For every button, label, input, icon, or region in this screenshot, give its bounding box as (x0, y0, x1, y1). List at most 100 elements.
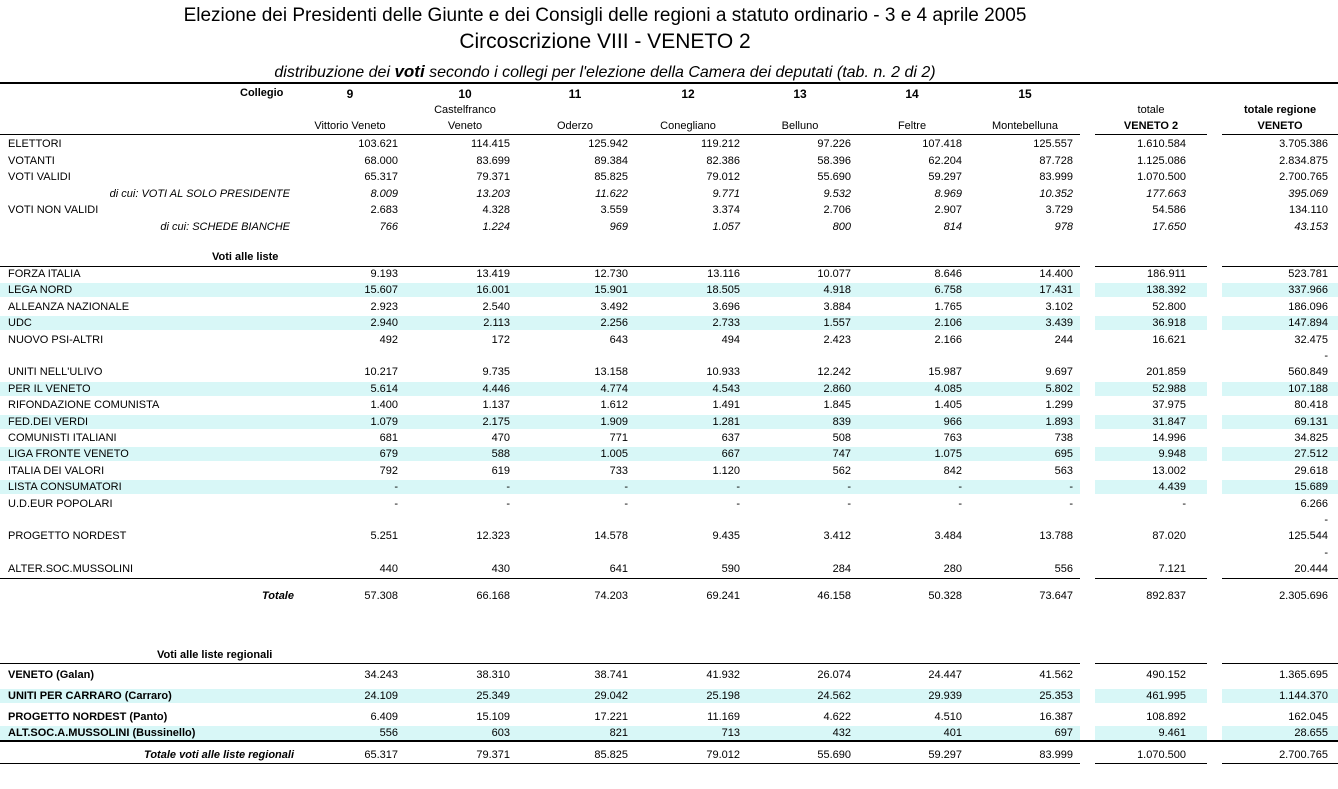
row-value: 1.299 (1045, 399, 1073, 411)
row-highlight (1222, 382, 1338, 396)
collegio-number: 14 (905, 87, 919, 101)
row-region-total: 337.966 (1288, 284, 1328, 296)
row-value: 969 (609, 221, 628, 233)
row-value: 695 (1054, 448, 1073, 460)
row-value: - (394, 481, 398, 493)
row-value: 4.085 (934, 383, 962, 395)
collegio-number: 13 (793, 87, 807, 101)
table-row: UDC 2.940 2.113 2.256 2.733 1.557 2.106 3.439 36… (0, 316, 1338, 330)
row-value: - (736, 481, 740, 493)
row-region-total: 560.849 (1288, 366, 1328, 378)
row-value: 1.491 (712, 399, 740, 411)
row-region-total: 523.781 (1288, 268, 1328, 280)
row-region-total: 15.689 (1294, 481, 1328, 493)
row-value: 440 (379, 563, 398, 575)
row-value: 4.328 (482, 204, 510, 216)
row-value: 3.374 (712, 204, 740, 216)
row-label: ELETTORI (8, 138, 62, 150)
row-value: 4.774 (600, 383, 628, 395)
row-value: 57.308 (364, 590, 398, 602)
row-total: 1.070.500 (1137, 171, 1186, 183)
row-value: 83.699 (476, 155, 510, 167)
row-region-total: 28.655 (1294, 727, 1328, 739)
row-highlight (0, 480, 1080, 494)
row-label: NUOVO PSI-ALTRI (8, 334, 104, 346)
collegio-number: 9 (346, 87, 354, 101)
row-value: 83.999 (1039, 171, 1073, 183)
row-value: - (394, 498, 398, 510)
row-region-total: 69.131 (1294, 416, 1328, 428)
row-value: 2.106 (934, 317, 962, 329)
row-value: 747 (832, 448, 851, 460)
row-value: 16.387 (1039, 711, 1073, 723)
row-value: 14.400 (1039, 268, 1073, 280)
row-label: ALTER.SOC.MUSSOLINI (8, 563, 134, 575)
row-value: 41.932 (706, 669, 740, 681)
row-total: 892.837 (1146, 590, 1186, 602)
total-rule (0, 740, 1338, 742)
row-value: 17.221 (594, 711, 628, 723)
row-value: 8.646 (934, 268, 962, 280)
row-highlight (1095, 283, 1207, 297)
row-value: - (736, 498, 740, 510)
row-value: 1.079 (370, 416, 398, 428)
total-rule (1222, 578, 1338, 579)
row-value: 9.435 (712, 530, 740, 542)
header-top-rule (0, 82, 1338, 84)
row-value: 79.371 (476, 749, 510, 761)
row-value: 1.612 (600, 399, 628, 411)
row-region-total: 2.700.765 (1279, 171, 1328, 183)
row-value: 2.706 (823, 204, 851, 216)
collegio-name-line1: Castelfranco (434, 104, 496, 116)
row-label: Totale (262, 590, 294, 602)
row-highlight (0, 415, 1080, 429)
row-value: - (624, 498, 628, 510)
row-highlight (1095, 447, 1207, 461)
row-label: VOTI VALIDI (8, 171, 71, 183)
row-region-total: 1.365.695 (1279, 669, 1328, 681)
row-value: 641 (609, 563, 628, 575)
row-region-total: 3.705.386 (1279, 138, 1328, 150)
row-value: 3.559 (600, 204, 628, 216)
row-label: VOTANTI (8, 155, 55, 167)
row-value: 839 (832, 416, 851, 428)
row-value: 2.733 (712, 317, 740, 329)
row-value: 2.166 (934, 334, 962, 346)
row-value: 55.690 (817, 749, 851, 761)
row-value: 1.405 (934, 399, 962, 411)
row-value: 79.371 (476, 171, 510, 183)
row-value: 1.557 (823, 317, 851, 329)
section-rule (1095, 266, 1207, 267)
row-value: 2.860 (823, 383, 851, 395)
collegio-name: Feltre (897, 120, 927, 132)
table-row: PROGETTO NORDEST (Panto) 6.409 15.109 17.22… (0, 710, 1338, 724)
row-value: 590 (721, 563, 740, 575)
row-value: 89.384 (594, 155, 628, 167)
row-total: 54.586 (1152, 204, 1186, 216)
row-value: 284 (832, 563, 851, 575)
row-value: 1.057 (712, 221, 740, 233)
table-row: UNITI NELL'ULIVO 10.217 9.735 13.158 10.933 1… (0, 365, 1338, 379)
header-rule (0, 134, 1080, 135)
row-value: 59.297 (928, 749, 962, 761)
row-value: 83.999 (1039, 749, 1073, 761)
row-value: - (958, 481, 962, 493)
row-highlight (1095, 415, 1207, 429)
row-value: 1.005 (600, 448, 628, 460)
table-row: - (0, 546, 1338, 560)
row-value: 10.352 (1039, 188, 1073, 200)
row-value: 667 (721, 448, 740, 460)
row-label: FORZA ITALIA (8, 268, 81, 280)
row-region-total: 27.512 (1294, 448, 1328, 460)
row-total: 17.650 (1152, 221, 1186, 233)
row-value: 12.730 (594, 268, 628, 280)
row-value: 1.765 (934, 301, 962, 313)
row-value: 2.423 (823, 334, 851, 346)
row-value: 3.484 (934, 530, 962, 542)
row-value: 1.845 (823, 399, 851, 411)
section-rule (1222, 663, 1338, 664)
row-value: 65.317 (364, 749, 398, 761)
row-value: 69.241 (706, 590, 740, 602)
table-caption: distribuzione dei voti secondo i collegi… (0, 62, 1210, 82)
row-value: 4.510 (934, 711, 962, 723)
